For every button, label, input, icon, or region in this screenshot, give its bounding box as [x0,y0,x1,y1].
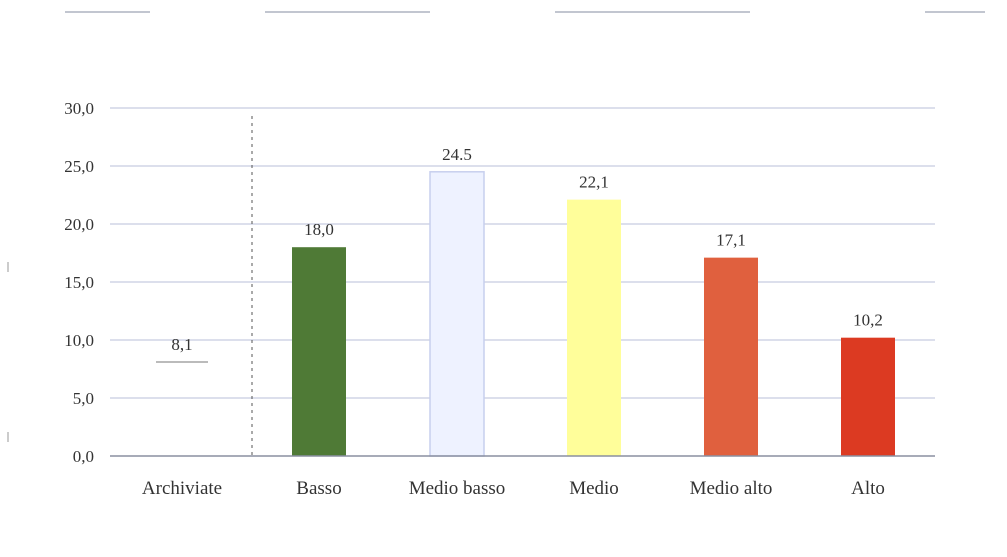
bar-6 [841,337,895,456]
y-tick-label: 15,0 [64,273,94,292]
category-labels: Archiviate Basso Medio basso Medio Medio alt… [142,478,885,499]
y-tick-label: 25,0 [64,157,94,176]
category-label: Basso [296,478,341,499]
value-label: 24.5 [442,145,472,164]
category-label: Alto [851,478,885,499]
bar-4 [567,199,621,456]
value-label: 18,0 [304,220,334,239]
value-labels: 8,1 18,0 24.5 22,1 17,1 10,2 [171,145,883,354]
y-tick-label: 30,0 [64,99,94,118]
category-label: Medio basso [409,478,506,499]
value-label: 17,1 [716,231,746,250]
y-tick-label: 0,0 [73,447,94,466]
gridlines [110,107,935,399]
y-tick-label: 10,0 [64,331,94,350]
bar-3 [429,171,485,457]
value-label: 10,2 [853,311,883,330]
category-label: Archiviate [142,478,222,499]
category-label: Medio [569,478,619,499]
bar-2 [292,247,346,456]
y-tick-labels: 0,0 5,0 10,0 15,0 20,0 25,0 30,0 [64,99,94,466]
bar-5 [704,257,758,456]
category-label: Medio alto [690,478,773,499]
y-tick-label: 5,0 [73,389,94,408]
y-tick-label: 20,0 [64,215,94,234]
value-label: 22,1 [579,173,609,192]
value-label: 8,1 [171,335,192,354]
bars [156,171,895,457]
